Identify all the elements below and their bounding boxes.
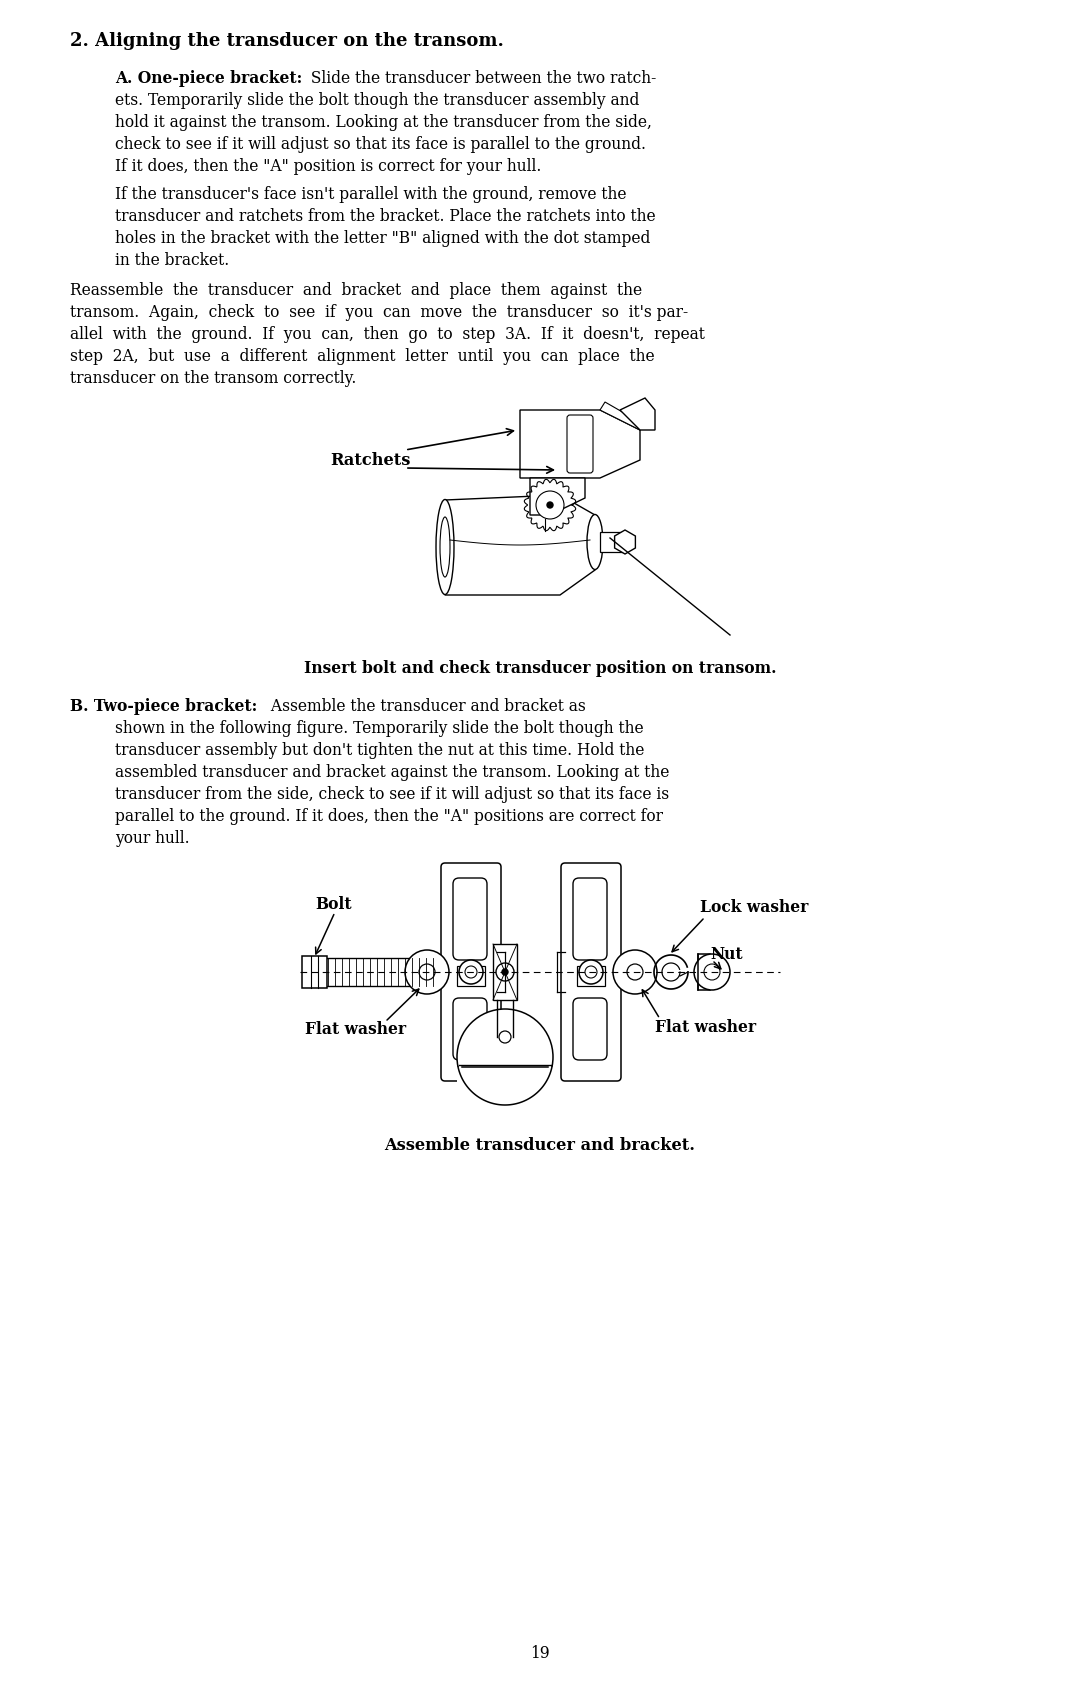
- Text: Nut: Nut: [710, 945, 743, 962]
- Circle shape: [499, 1031, 511, 1043]
- Bar: [302, 955, 327, 987]
- Circle shape: [613, 950, 657, 994]
- Ellipse shape: [436, 500, 454, 594]
- Circle shape: [502, 969, 508, 976]
- Circle shape: [405, 950, 449, 994]
- Circle shape: [419, 964, 435, 981]
- Text: parallel to the ground. If it does, then the "A" positions are correct for: parallel to the ground. If it does, then…: [114, 807, 663, 824]
- Bar: [457, 965, 485, 986]
- Bar: [324, 959, 440, 986]
- Text: Assemble the transducer and bracket as: Assemble the transducer and bracket as: [266, 698, 585, 715]
- Polygon shape: [445, 495, 595, 595]
- Text: 2. Aligning the transducer on the transom.: 2. Aligning the transducer on the transo…: [70, 32, 504, 50]
- Text: If the transducer's face isn't parallel with the ground, remove the: If the transducer's face isn't parallel …: [114, 187, 626, 204]
- FancyBboxPatch shape: [573, 997, 607, 1060]
- Circle shape: [496, 964, 514, 981]
- Circle shape: [627, 964, 643, 981]
- Bar: [577, 965, 605, 986]
- Text: allel  with  the  ground.  If  you  can,  then  go  to  step  3A.  If  it  doesn: allel with the ground. If you can, then …: [70, 326, 705, 343]
- FancyBboxPatch shape: [561, 863, 621, 1082]
- Text: assembled transducer and bracket against the transom. Looking at the: assembled transducer and bracket against…: [114, 764, 670, 780]
- Text: transducer from the side, check to see if it will adjust so that its face is: transducer from the side, check to see i…: [114, 785, 670, 802]
- Text: 19: 19: [530, 1645, 550, 1662]
- Circle shape: [536, 491, 564, 520]
- FancyBboxPatch shape: [567, 415, 593, 473]
- Text: ets. Temporarily slide the bolt though the transducer assembly and: ets. Temporarily slide the bolt though t…: [114, 93, 639, 109]
- FancyBboxPatch shape: [453, 878, 487, 960]
- FancyBboxPatch shape: [441, 863, 501, 1082]
- Text: step  2A,  but  use  a  different  alignment  letter  until  you  can  place  th: step 2A, but use a different alignment l…: [70, 348, 654, 365]
- Text: Flat washer: Flat washer: [654, 1019, 756, 1036]
- Bar: [497, 1014, 513, 1029]
- Text: Ratchets: Ratchets: [330, 451, 410, 469]
- Text: hold it against the transom. Looking at the transducer from the side,: hold it against the transom. Looking at …: [114, 114, 652, 131]
- Polygon shape: [530, 478, 585, 515]
- Text: Slide the transducer between the two ratch-: Slide the transducer between the two rat…: [306, 71, 657, 87]
- Polygon shape: [620, 399, 654, 431]
- Text: check to see if it will adjust so that its face is parallel to the ground.: check to see if it will adjust so that i…: [114, 136, 646, 153]
- Text: Insert bolt and check transducer position on transom.: Insert bolt and check transducer positio…: [303, 659, 777, 676]
- Circle shape: [694, 954, 730, 991]
- Text: transducer on the transom correctly.: transducer on the transom correctly.: [70, 370, 356, 387]
- Circle shape: [546, 501, 553, 508]
- Text: If it does, then the "A" position is correct for your hull.: If it does, then the "A" position is cor…: [114, 158, 541, 175]
- Bar: [492, 944, 517, 1001]
- Text: holes in the bracket with the letter "B" aligned with the dot stamped: holes in the bracket with the letter "B"…: [114, 230, 650, 247]
- Ellipse shape: [588, 515, 603, 570]
- Text: in the bracket.: in the bracket.: [114, 252, 229, 269]
- Circle shape: [579, 960, 603, 984]
- Polygon shape: [615, 530, 635, 553]
- Circle shape: [457, 1009, 553, 1105]
- Text: transducer assembly but don't tighten the nut at this time. Hold the: transducer assembly but don't tighten th…: [114, 742, 645, 759]
- Circle shape: [459, 960, 483, 984]
- Polygon shape: [519, 410, 640, 478]
- FancyBboxPatch shape: [573, 878, 607, 960]
- Text: Bolt: Bolt: [315, 895, 352, 913]
- Bar: [698, 954, 710, 991]
- Text: Reassemble  the  transducer  and  bracket  and  place  them  against  the: Reassemble the transducer and bracket an…: [70, 283, 643, 299]
- FancyBboxPatch shape: [453, 997, 487, 1060]
- Polygon shape: [600, 532, 625, 552]
- Bar: [457, 1066, 553, 1110]
- Text: B. Two-piece bracket:: B. Two-piece bracket:: [70, 698, 257, 715]
- Text: transom.  Again,  check  to  see  if  you  can  move  the  transducer  so  it's : transom. Again, check to see if you can …: [70, 304, 688, 321]
- Text: Flat washer: Flat washer: [305, 1021, 406, 1038]
- Text: your hull.: your hull.: [114, 829, 190, 848]
- Text: A. One-piece bracket:: A. One-piece bracket:: [114, 71, 302, 87]
- Polygon shape: [600, 402, 645, 431]
- Text: Assemble transducer and bracket.: Assemble transducer and bracket.: [384, 1137, 696, 1154]
- Text: Lock washer: Lock washer: [700, 898, 808, 915]
- Text: transducer and ratchets from the bracket. Place the ratchets into the: transducer and ratchets from the bracket…: [114, 209, 656, 225]
- Text: shown in the following figure. Temporarily slide the bolt though the: shown in the following figure. Temporari…: [114, 720, 644, 737]
